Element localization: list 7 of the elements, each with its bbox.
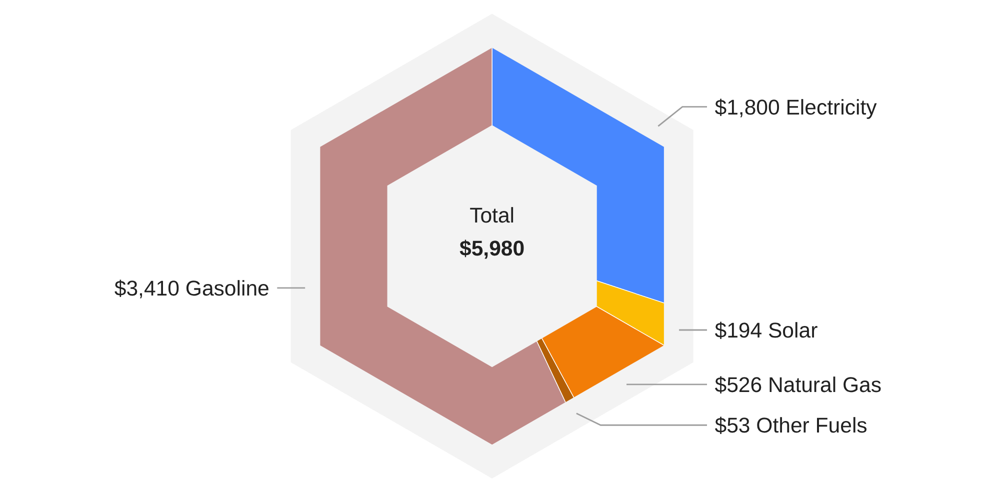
slice-label: $526 Natural Gas	[714, 372, 882, 397]
slice-label: $3,410 Gasoline	[114, 276, 270, 300]
slice-label: $1,800 Electricity	[714, 95, 878, 120]
text: Total	[470, 204, 515, 228]
text: $5,980	[460, 236, 525, 261]
slice-label: $194 Solar	[714, 318, 818, 342]
slice-label: $53 Other Fuels	[714, 414, 868, 438]
